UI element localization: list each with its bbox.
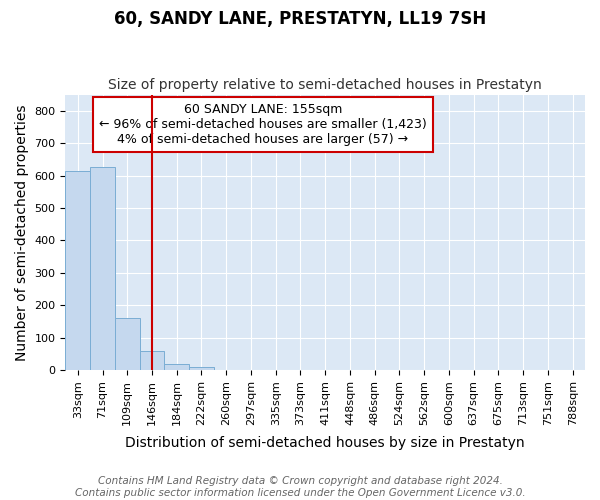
Text: 60 SANDY LANE: 155sqm
← 96% of semi-detached houses are smaller (1,423)
4% of se: 60 SANDY LANE: 155sqm ← 96% of semi-deta… <box>99 103 427 146</box>
Bar <box>189 368 214 370</box>
Title: Size of property relative to semi-detached houses in Prestatyn: Size of property relative to semi-detach… <box>109 78 542 92</box>
Bar <box>65 170 90 370</box>
X-axis label: Distribution of semi-detached houses by size in Prestatyn: Distribution of semi-detached houses by … <box>125 436 525 450</box>
Y-axis label: Number of semi-detached properties: Number of semi-detached properties <box>15 104 29 360</box>
Text: 60, SANDY LANE, PRESTATYN, LL19 7SH: 60, SANDY LANE, PRESTATYN, LL19 7SH <box>114 10 486 28</box>
Bar <box>140 350 164 370</box>
Bar <box>90 168 115 370</box>
Bar <box>164 364 189 370</box>
Bar <box>115 318 140 370</box>
Text: Contains HM Land Registry data © Crown copyright and database right 2024.
Contai: Contains HM Land Registry data © Crown c… <box>74 476 526 498</box>
